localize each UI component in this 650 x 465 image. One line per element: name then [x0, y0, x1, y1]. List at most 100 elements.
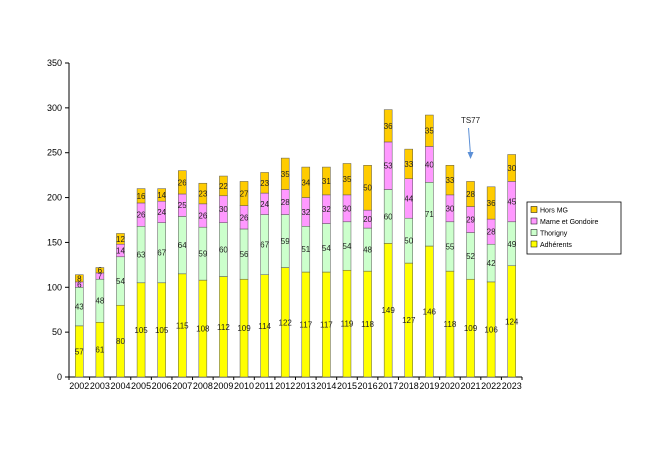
data-label: 127: [402, 316, 416, 325]
data-label: 124: [505, 317, 519, 326]
data-label: 24: [260, 200, 269, 209]
data-label: 42: [487, 259, 496, 268]
bar-segment: [342, 163, 352, 196]
data-label: 26: [240, 213, 249, 222]
data-label: 29: [466, 216, 475, 225]
y-tick-label: 250: [47, 148, 62, 158]
x-tick-label: 2006: [152, 381, 172, 391]
bar-segment: [136, 188, 146, 204]
y-tick-label: 300: [47, 103, 62, 113]
annotation-arrow-head: [467, 152, 474, 159]
y-tick-label: 150: [47, 237, 62, 247]
data-label: 117: [320, 321, 333, 330]
data-label: 6: [77, 281, 82, 290]
bar-segment: [383, 109, 393, 143]
data-label: 54: [116, 277, 125, 286]
data-label: 22: [219, 182, 228, 191]
data-label: 105: [155, 326, 169, 335]
bar-segment: [466, 181, 475, 207]
data-label: 118: [361, 320, 374, 329]
legend-swatch: [530, 240, 538, 248]
data-label: 44: [404, 194, 413, 203]
data-label: 27: [240, 190, 249, 199]
data-label: 109: [237, 324, 251, 333]
data-label: 106: [484, 325, 498, 334]
bar-segment: [219, 175, 228, 197]
bar-segment: [198, 182, 208, 205]
bar-segment: [239, 181, 249, 206]
data-label: 109: [464, 324, 478, 333]
data-label: 34: [301, 178, 310, 187]
data-label: 115: [176, 321, 189, 330]
data-label: 48: [363, 246, 372, 255]
data-label: 48: [95, 297, 104, 306]
data-label: 32: [322, 205, 331, 214]
data-label: 28: [281, 198, 290, 207]
bar-segment: [116, 233, 125, 245]
bar-segment: [75, 274, 84, 283]
data-label: 50: [363, 184, 372, 193]
data-label: 71: [425, 210, 434, 219]
data-label: 54: [343, 242, 352, 251]
legend-swatch: [530, 206, 538, 213]
data-label: 67: [260, 241, 269, 250]
x-tick-label: 2002: [69, 381, 89, 391]
annotation-arrow-line: [468, 127, 472, 156]
data-label: 16: [137, 192, 146, 201]
y-tick-label: 100: [47, 282, 62, 292]
data-label: 31: [322, 177, 331, 186]
bar-segment: [486, 186, 496, 220]
data-label: 50: [404, 237, 413, 246]
data-label: 36: [487, 199, 496, 208]
data-label: 119: [341, 320, 354, 329]
legend-label: Adhérents: [540, 242, 572, 249]
data-label: 33: [404, 160, 413, 169]
data-label: 20: [363, 215, 372, 224]
legend-swatch: [530, 229, 538, 236]
data-label: 117: [299, 321, 312, 330]
data-label: 60: [384, 212, 393, 221]
data-label: 67: [157, 249, 166, 258]
data-label: 51: [301, 245, 310, 254]
data-label: 30: [343, 204, 352, 213]
bar-segment: [404, 148, 413, 179]
x-tick-label: 2003: [90, 381, 110, 391]
x-tick-label: 2004: [110, 381, 130, 391]
data-label: 36: [384, 122, 393, 131]
legend-box: [526, 201, 622, 255]
data-label: 53: [384, 162, 393, 171]
x-tick-label: 2014: [316, 381, 336, 391]
bar-segment: [322, 166, 331, 196]
data-label: 122: [279, 318, 293, 327]
data-label: 57: [75, 347, 84, 356]
data-label: 118: [444, 320, 457, 329]
data-label: 60: [219, 246, 228, 255]
data-label: 30: [445, 204, 454, 213]
data-label: 14: [157, 191, 166, 200]
x-tick-label: 2011: [255, 381, 274, 391]
data-label: 59: [281, 237, 290, 246]
bar-segment: [178, 170, 187, 195]
x-tick-label: 2021: [461, 381, 481, 391]
data-label: 45: [507, 198, 516, 207]
data-label: 28: [466, 190, 475, 199]
y-tick-label: 350: [47, 58, 62, 68]
bar-segment: [425, 114, 434, 147]
bar-segment: [507, 154, 516, 182]
legend-label: Thorigny: [540, 231, 568, 238]
data-label: 32: [301, 208, 310, 217]
data-label: 40: [425, 160, 434, 169]
data-label: 24: [157, 208, 166, 217]
data-label: 35: [425, 127, 434, 136]
data-label: 12: [116, 235, 125, 244]
bar-segment: [301, 166, 311, 198]
data-label: 35: [281, 170, 290, 179]
data-label: 59: [198, 250, 207, 259]
legend-swatch: [530, 217, 538, 225]
x-tick-label: 2016: [358, 381, 378, 391]
data-label: 8: [77, 274, 82, 283]
legend-label: Hors MG: [540, 208, 568, 215]
y-tick-label: 200: [47, 193, 62, 203]
data-label: 56: [240, 250, 249, 259]
